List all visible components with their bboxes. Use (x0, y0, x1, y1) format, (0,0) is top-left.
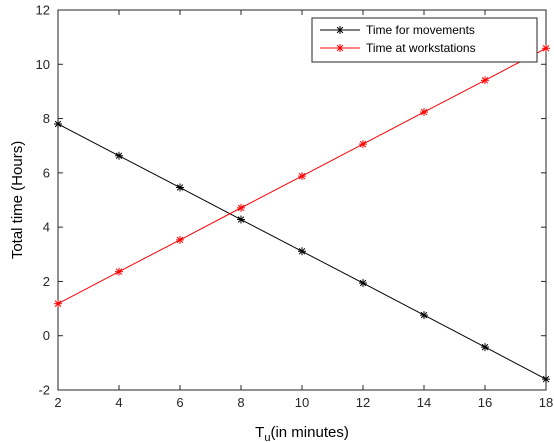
x-axis-label-rest: (in minutes) (270, 424, 348, 441)
data-point (542, 375, 550, 384)
data-point (298, 247, 306, 256)
data-point (176, 183, 184, 192)
x-axis-label-subscript: u (264, 432, 270, 443)
x-tick-label: 6 (176, 395, 183, 410)
x-tick-label: 12 (356, 395, 370, 410)
series-2 (54, 44, 550, 308)
data-point (54, 120, 62, 128)
legend-marker (336, 44, 344, 52)
legend-box (311, 17, 538, 63)
x-tick-label: 10 (295, 395, 309, 410)
x-axis-label-main: T (255, 424, 264, 441)
y-tick-label: 2 (43, 274, 50, 289)
y-tick-label: 12 (36, 3, 50, 18)
y-tick-label: 0 (43, 328, 50, 343)
x-tick-label: 16 (478, 395, 492, 410)
y-tick-label: 4 (43, 220, 50, 235)
axis-ticks (57, 9, 547, 391)
legend-label: Time at workstations (366, 41, 476, 55)
y-tick-label: 6 (43, 165, 50, 180)
legend-entries: Time for movements Time at workstations (320, 23, 476, 55)
plot-area (57, 9, 547, 391)
data-point (176, 235, 184, 244)
data-point (542, 44, 550, 53)
legend-entry-2: Time at workstations (320, 41, 476, 55)
y-tick-label: 8 (43, 111, 50, 126)
x-tick-label: 8 (237, 395, 244, 410)
data-point (115, 151, 123, 160)
x-tick-label: 14 (417, 395, 431, 410)
data-point (237, 203, 245, 212)
data-point (481, 76, 489, 85)
series-layer (54, 44, 550, 384)
legend-label: Time for movements (366, 23, 475, 37)
legend-entry-1: Time for movements (320, 23, 475, 37)
data-point (420, 311, 428, 320)
y-axis-label: Total time (Hours) (9, 141, 26, 259)
x-tick-label: 4 (115, 395, 122, 410)
series-1 (54, 120, 550, 384)
data-point (115, 267, 123, 276)
data-point (420, 108, 428, 117)
data-point (298, 172, 306, 181)
data-point (54, 299, 62, 308)
x-tick-label: 2 (54, 395, 61, 410)
data-point (359, 140, 367, 149)
y-tick-labels: -2 0 2 4 6 8 10 12 (36, 3, 50, 398)
data-point (237, 215, 245, 224)
y-tick-label: 10 (36, 57, 50, 72)
legend: Time for movements Time at workstations (311, 17, 538, 63)
legend-marker (336, 26, 344, 34)
data-point (481, 343, 489, 352)
x-tick-label: 18 (539, 395, 553, 410)
y-tick-label: -2 (38, 383, 50, 398)
data-point (359, 279, 367, 288)
x-tick-labels: 2 4 6 8 10 12 14 16 18 (54, 395, 553, 410)
x-axis-label: Tu(in minutes) (255, 424, 349, 443)
